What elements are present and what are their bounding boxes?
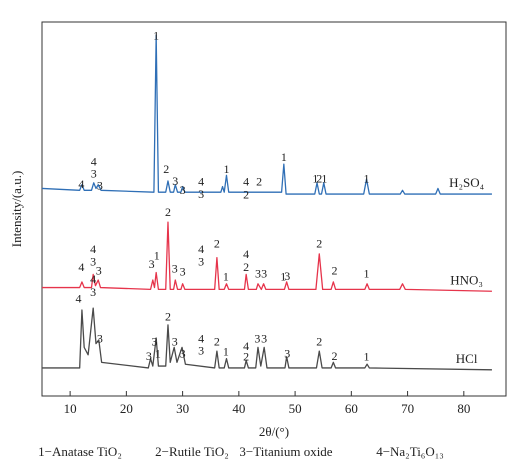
legend-entry: 1−Anatase TiO₂ bbox=[38, 444, 122, 459]
peak-annotation: 1 bbox=[364, 350, 370, 364]
peak-annotation: 2 bbox=[316, 237, 322, 251]
peak-annotation: 2 bbox=[243, 188, 249, 202]
peak-annotation: 3 bbox=[284, 347, 290, 361]
peak-annotation: 4 bbox=[78, 177, 84, 191]
x-tick-label: 40 bbox=[232, 401, 245, 416]
peak-annotation: 3 bbox=[90, 285, 96, 299]
x-axis-label: 2θ/(°) bbox=[259, 424, 289, 439]
peak-annotation: 4 bbox=[90, 242, 96, 256]
legend-entry: 3−Titanium oxide bbox=[239, 444, 332, 459]
series-label: H₂SO₄ bbox=[449, 175, 485, 190]
peak-annotation: 1 bbox=[223, 162, 229, 176]
peak-annotation: 2 bbox=[316, 335, 322, 349]
peak-annotation: 3 bbox=[180, 183, 186, 197]
peak-annotation: 1 bbox=[312, 172, 318, 186]
peak-annotation: 3 bbox=[261, 267, 267, 281]
peak-annotation: 2 bbox=[331, 349, 337, 363]
peak-annotation: 1 bbox=[281, 150, 287, 164]
peak-annotation: 3 bbox=[149, 257, 155, 271]
series-label: HCl bbox=[456, 351, 478, 366]
x-tick-label: 30 bbox=[176, 401, 189, 416]
peak-annotation: 3 bbox=[96, 264, 102, 278]
peak-annotation: 3 bbox=[198, 187, 204, 201]
peak-annotation: 3 bbox=[151, 335, 157, 349]
peak-annotation: 1 bbox=[155, 347, 161, 361]
peak-annotation: 3 bbox=[146, 349, 152, 363]
series-line bbox=[41, 34, 492, 195]
peak-annotation: 3 bbox=[255, 267, 261, 281]
peak-annotation: 2 bbox=[163, 162, 169, 176]
peak-annotation: 3 bbox=[198, 255, 204, 269]
peak-annotation: 1 bbox=[321, 172, 327, 186]
peak-annotation: 2 bbox=[243, 350, 249, 364]
peak-annotation: 2 bbox=[214, 335, 220, 349]
peak-annotation: 4 bbox=[243, 175, 249, 189]
peak-annotation: 3 bbox=[97, 332, 103, 346]
x-tick-label: 80 bbox=[457, 401, 470, 416]
peak-annotation: 1 bbox=[223, 345, 229, 359]
legend-entry: 2−Rutile TiO₂ bbox=[155, 444, 229, 459]
plot-frame bbox=[41, 21, 507, 397]
peak-annotation: 2 bbox=[165, 205, 171, 219]
x-tick-label: 60 bbox=[345, 401, 358, 416]
series-label: HNO₃ bbox=[450, 272, 483, 287]
peak-annotation: 3 bbox=[91, 167, 97, 181]
legend-entry: 4−Na₂Ti₆O₁₃ bbox=[376, 444, 444, 459]
peak-annotation: 3 bbox=[180, 265, 186, 279]
peak-annotation: 4 bbox=[198, 242, 204, 256]
peak-annotation: 4 bbox=[198, 332, 204, 346]
peak-annotation: 2 bbox=[243, 260, 249, 274]
peak-annotation: 4 bbox=[243, 247, 249, 261]
peak-annotation: 4 bbox=[78, 260, 84, 274]
series-line bbox=[42, 307, 492, 371]
peak-annotation: 3 bbox=[90, 255, 96, 269]
peak-annotation: 4 bbox=[243, 339, 249, 353]
peak-annotation: 3 bbox=[284, 269, 290, 283]
peak-annotation: 1 bbox=[364, 172, 370, 186]
peak-annotation: 3 bbox=[261, 332, 267, 346]
x-tick-label: 20 bbox=[120, 401, 133, 416]
x-tick-label: 50 bbox=[289, 401, 302, 416]
peak-annotation: 2 bbox=[331, 264, 337, 278]
peak-annotation: 2 bbox=[256, 175, 262, 189]
peak-annotation: 2 bbox=[316, 172, 322, 186]
y-axis-label: Intensity/(a.u.) bbox=[9, 171, 24, 248]
peak-annotation: 4 bbox=[198, 175, 204, 189]
peak-annotation: 2 bbox=[214, 237, 220, 251]
peak-annotation: 3 bbox=[172, 262, 178, 276]
peak-annotation: 3 bbox=[180, 347, 186, 361]
peak-annotation: 1 bbox=[364, 267, 370, 281]
peak-annotation: 1 bbox=[153, 29, 159, 43]
peak-annotation: 3 bbox=[198, 344, 204, 358]
peak-annotation: 1 bbox=[280, 270, 286, 284]
peak-annotation: 2 bbox=[165, 310, 171, 324]
x-tick-label: 70 bbox=[401, 401, 414, 416]
peak-annotation: 4 bbox=[91, 155, 97, 169]
peak-annotation: 3 bbox=[254, 332, 260, 346]
peak-annotation: 1 bbox=[223, 270, 229, 284]
x-tick-label: 10 bbox=[64, 401, 77, 416]
series-line bbox=[42, 221, 492, 292]
peak-annotation: 3 bbox=[97, 179, 103, 193]
peak-annotation: 4 bbox=[90, 272, 96, 286]
peak-annotation: 4 bbox=[76, 292, 82, 306]
peak-annotation: 3 bbox=[172, 174, 178, 188]
peak-annotation: 1 bbox=[154, 249, 160, 263]
peak-annotation: 3 bbox=[172, 335, 178, 349]
